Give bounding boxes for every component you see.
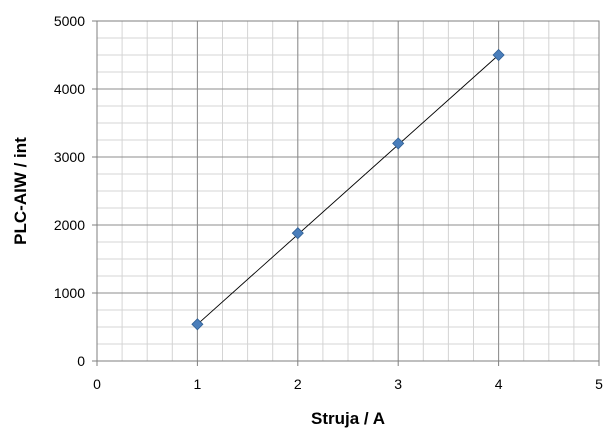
y-tick-label: 5000 [54,13,85,29]
data-point-marker [191,318,204,331]
y-tick-label: 4000 [54,81,85,97]
x-tick-label: 1 [194,376,202,392]
trendline-layer [197,54,499,325]
data-point-marker [392,137,405,150]
x-tick-label: 5 [595,376,603,392]
y-tick-label: 1000 [54,285,85,301]
data-markers [191,48,505,331]
x-axis-title: Struja / A [311,409,385,428]
y-tick-label: 0 [77,353,85,369]
data-point-marker [492,48,505,62]
x-tick-label: 0 [93,376,101,392]
linear-trendline [197,54,499,325]
major-gridlines [92,20,600,366]
y-axis-title: PLC-AIW / int [11,137,30,245]
x-tick-label: 3 [394,376,402,392]
plot-frame [96,20,600,362]
minor-gridlines [96,20,600,362]
x-axis-tick-labels: 0 1 2 3 4 5 [93,376,603,392]
x-tick-label: 2 [294,376,302,392]
data-point-marker [291,227,304,240]
x-tick-label: 4 [495,376,503,392]
y-axis-tick-labels: 0 1000 2000 3000 4000 5000 [54,13,85,369]
plot-area-border [96,20,600,362]
y-tick-label: 2000 [54,217,85,233]
y-tick-label: 3000 [54,149,85,165]
